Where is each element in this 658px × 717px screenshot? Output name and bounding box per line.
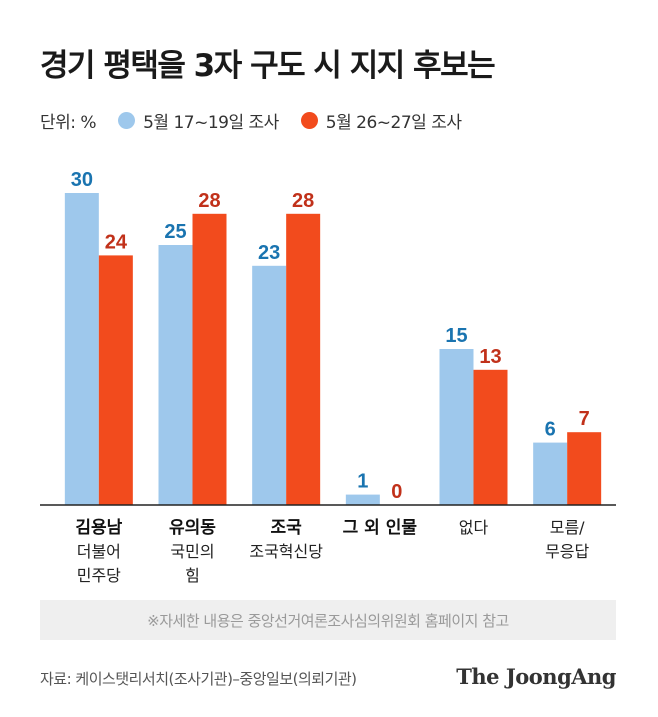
bar-s1-c1: [64, 193, 99, 505]
category-sublabel-5-1: 없다: [459, 518, 489, 537]
category-label-1: 김용남: [75, 518, 122, 538]
value-label-s2-c6: 7: [579, 408, 590, 430]
publisher-logo: The JoongAng: [456, 664, 616, 689]
bar-s1-c6: [533, 442, 568, 505]
value-label-s2-c5: 13: [479, 346, 501, 368]
category-sublabel-1-2: 민주당: [77, 566, 121, 585]
legend-item-series2: 5월 26~27일 조사: [300, 108, 462, 133]
bar-s1-c3: [252, 265, 287, 505]
value-label-s1-c6: 6: [545, 419, 556, 441]
category-label-2: 유의동: [169, 518, 216, 538]
value-label-s2-c1: 24: [105, 231, 128, 253]
category-sublabel-2-2: 힘: [185, 566, 200, 585]
value-label-s2-c4: 0: [391, 481, 402, 503]
legend: 단위: % 5월 17~19일 조사 5월 26~27일 조사: [40, 107, 483, 133]
chart-title: 경기 평택을 3자 구도 시 지지 후보는: [40, 48, 496, 84]
legend-item-series1: 5월 17~19일 조사: [118, 108, 279, 133]
bar-s1-c5: [439, 349, 474, 505]
bar-s1-c2: [158, 245, 193, 505]
unit-label: 단위: %: [40, 112, 97, 133]
legend-label-series2: 5월 26~27일 조사: [325, 112, 462, 133]
category-sublabel-6-1: 모름/: [550, 518, 585, 537]
bar-s2-c1: [98, 255, 133, 505]
value-label-s1-c3: 23: [258, 242, 280, 264]
value-label-s1-c5: 15: [445, 325, 467, 347]
category-sublabel-3-1: 조국혁신당: [249, 542, 323, 561]
value-label-s1-c4: 1: [357, 471, 368, 493]
category-label-4: 그 외 인물: [343, 518, 418, 538]
bar-s2-c2: [192, 213, 227, 506]
bar-s2-c6: [567, 432, 602, 505]
bar-s2-c3: [286, 213, 321, 506]
category-sublabel-1-1: 더불어: [77, 542, 121, 561]
bar-s1-c4: [345, 494, 380, 505]
bar-s2-c5: [473, 369, 508, 505]
value-label-s1-c1: 30: [71, 169, 93, 191]
value-label-s1-c2: 25: [164, 221, 186, 243]
legend-label-series1: 5월 17~19일 조사: [143, 112, 279, 133]
legend-swatch-series1: [118, 111, 136, 129]
legend-swatch-series2: [300, 111, 318, 129]
category-sublabel-2-1: 국민의: [170, 542, 214, 561]
category-sublabel-6-2: 무응답: [545, 542, 589, 561]
source-text: 자료: 케이스탯리서치(조사기관)–중앙일보(의뢰기관): [40, 670, 357, 688]
footnote: ※자세한 내용은 중앙선거여론조사심의위원회 홈페이지 참고: [40, 600, 616, 640]
value-label-s2-c2: 28: [198, 190, 220, 212]
category-label-3: 조국: [271, 518, 303, 538]
value-label-s2-c3: 28: [292, 190, 314, 212]
